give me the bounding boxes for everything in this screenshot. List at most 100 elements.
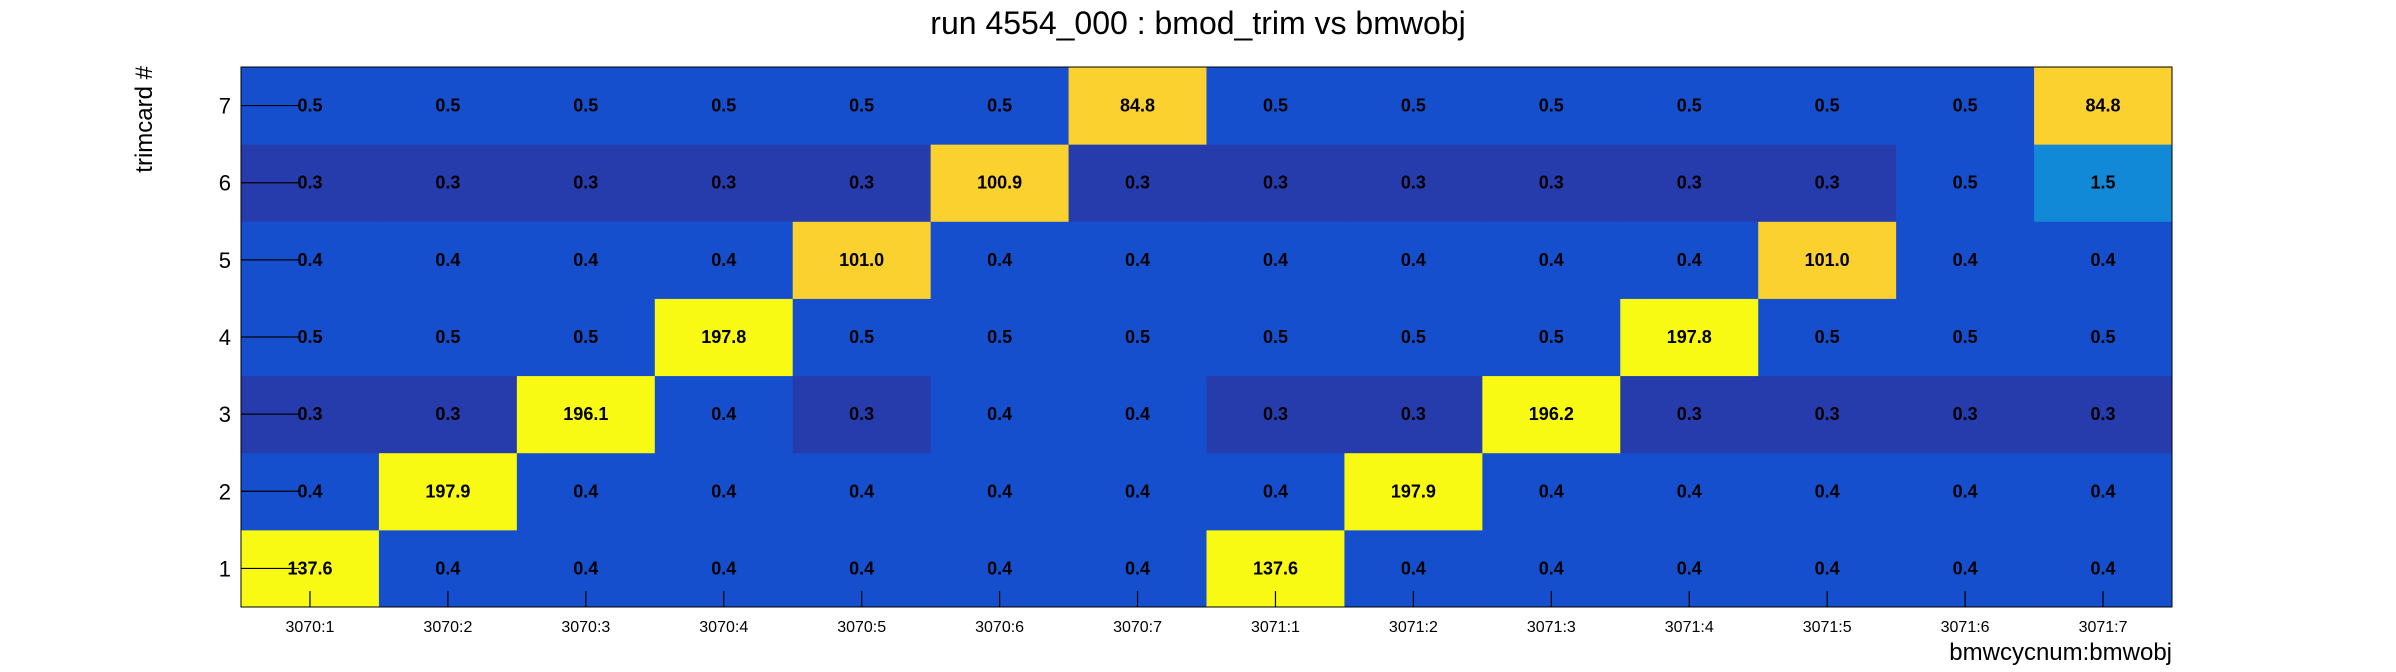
heatmap-cell	[1758, 375, 1897, 454]
cell-value-label: 0.3	[573, 173, 598, 193]
heatmap-cell	[654, 375, 794, 454]
cell-value-label: 0.5	[297, 327, 322, 347]
heatmap-cell	[1068, 375, 1207, 454]
heatmap-cell	[378, 67, 518, 145]
y-tick-label: 7	[219, 94, 231, 119]
heatmap-cell	[2034, 221, 2173, 299]
heatmap-cell	[1068, 298, 1207, 377]
cell-value-label: 0.5	[573, 96, 598, 116]
cell-value-label: 0.4	[1263, 250, 1288, 270]
cell-value-label: 0.5	[1539, 96, 1564, 116]
heatmap-cell	[1206, 67, 1345, 145]
heatmap-cell	[930, 221, 1070, 299]
cell-value-label: 84.8	[2086, 96, 2121, 116]
heatmap-cell	[930, 452, 1070, 531]
cell-value-label: 0.4	[711, 404, 736, 424]
cell-value-label: 0.4	[849, 558, 874, 578]
heatmap-cell	[654, 221, 794, 299]
cell-value-label: 0.4	[1953, 481, 1978, 501]
heatmap-cell	[1620, 375, 1759, 454]
heatmap-cells	[241, 67, 2173, 608]
heatmap-cell	[792, 298, 932, 377]
cell-value-label: 0.5	[2091, 327, 2116, 347]
cell-value-label: 0.5	[1953, 327, 1978, 347]
cell-value-label: 0.5	[1953, 96, 1978, 116]
cell-value-label: 0.5	[849, 96, 874, 116]
heatmap-cell	[930, 144, 1070, 222]
heatmap-cell	[2034, 67, 2173, 145]
heatmap-cell	[1482, 375, 1621, 454]
heatmap-cell	[1620, 144, 1759, 222]
heatmap-cell	[1482, 144, 1621, 222]
heatmap-cell	[378, 452, 518, 531]
cell-value-label: 0.3	[1401, 404, 1426, 424]
heatmap-cell	[792, 144, 932, 222]
heatmap-cell	[516, 298, 656, 377]
y-tick-label: 6	[219, 171, 231, 196]
cell-value-label: 0.4	[1539, 481, 1564, 501]
heatmap-cell	[1620, 221, 1759, 299]
cell-value-label: 0.5	[1815, 96, 1840, 116]
cell-value-label: 0.5	[1815, 327, 1840, 347]
y-tick-label: 1	[219, 556, 231, 581]
chart-title: run 4554_000 : bmod_trim vs bmwobj	[930, 5, 1465, 41]
cell-value-label: 1.5	[2091, 173, 2116, 193]
heatmap-cell	[1896, 221, 2035, 299]
cell-value-label: 0.3	[1263, 173, 1288, 193]
cell-value-label: 0.3	[1677, 404, 1702, 424]
cell-value-label: 100.9	[977, 173, 1022, 193]
heatmap-cell	[2034, 144, 2173, 222]
cell-value-label: 0.3	[1539, 173, 1564, 193]
x-tick-label: 3071:5	[1803, 619, 1852, 636]
cell-value-label: 0.3	[435, 404, 460, 424]
heatmap-cell	[1344, 375, 1483, 454]
cell-value-label: 137.6	[287, 558, 332, 578]
cell-value-label: 0.4	[297, 481, 322, 501]
cell-value-label: 0.4	[1125, 404, 1150, 424]
cell-value-label: 0.5	[1263, 96, 1288, 116]
heatmap-cell	[1344, 452, 1483, 531]
heatmap-cell	[1896, 452, 2035, 531]
x-tick-label: 3070:6	[975, 619, 1024, 636]
cell-value-label: 0.3	[1815, 404, 1840, 424]
cell-value-label: 0.5	[297, 96, 322, 116]
heatmap-cell	[1206, 298, 1345, 377]
plot-frame	[240, 66, 2173, 608]
cell-value-label: 196.1	[563, 404, 608, 424]
cell-value-label: 0.3	[849, 404, 874, 424]
x-tick-label: 3070:7	[1113, 619, 1162, 636]
cell-value-label: 0.4	[435, 250, 460, 270]
y-axis-title: trimcard #	[131, 65, 158, 172]
cell-value-label: 0.4	[573, 481, 598, 501]
heatmap-cell	[378, 144, 518, 222]
cell-value-label: 0.5	[435, 96, 460, 116]
cell-value-label: 0.4	[1125, 558, 1150, 578]
cell-value-label: 0.3	[1815, 173, 1840, 193]
cell-value-label: 0.5	[711, 96, 736, 116]
heatmap-cell	[516, 144, 656, 222]
cell-value-label: 0.4	[573, 558, 598, 578]
x-tick-label: 3070:3	[561, 619, 610, 636]
cell-value-label: 101.0	[839, 250, 884, 270]
cell-value-label: 0.3	[711, 173, 736, 193]
cell-value-label: 0.3	[297, 404, 322, 424]
heatmap-cell	[378, 375, 518, 454]
cell-value-label: 0.3	[1263, 404, 1288, 424]
cell-value-label: 84.8	[1120, 96, 1155, 116]
cell-value-label: 0.4	[1263, 481, 1288, 501]
heatmap-cell	[516, 452, 656, 531]
x-tick-label: 3071:7	[2079, 619, 2128, 636]
cell-value-label: 101.0	[1805, 250, 1850, 270]
cell-value-label: 197.9	[425, 481, 470, 501]
cell-value-label: 0.4	[1677, 250, 1702, 270]
heatmap-cell	[930, 298, 1070, 377]
cell-value-label: 197.8	[701, 327, 746, 347]
heatmap-cell	[930, 67, 1070, 145]
heatmap-cell	[1344, 221, 1483, 299]
y-tick-label: 3	[219, 402, 231, 427]
cell-value-label: 0.5	[1125, 327, 1150, 347]
y-tick-label: 4	[219, 325, 231, 350]
cell-value-label: 0.4	[1539, 250, 1564, 270]
cell-value-label: 0.4	[1125, 481, 1150, 501]
